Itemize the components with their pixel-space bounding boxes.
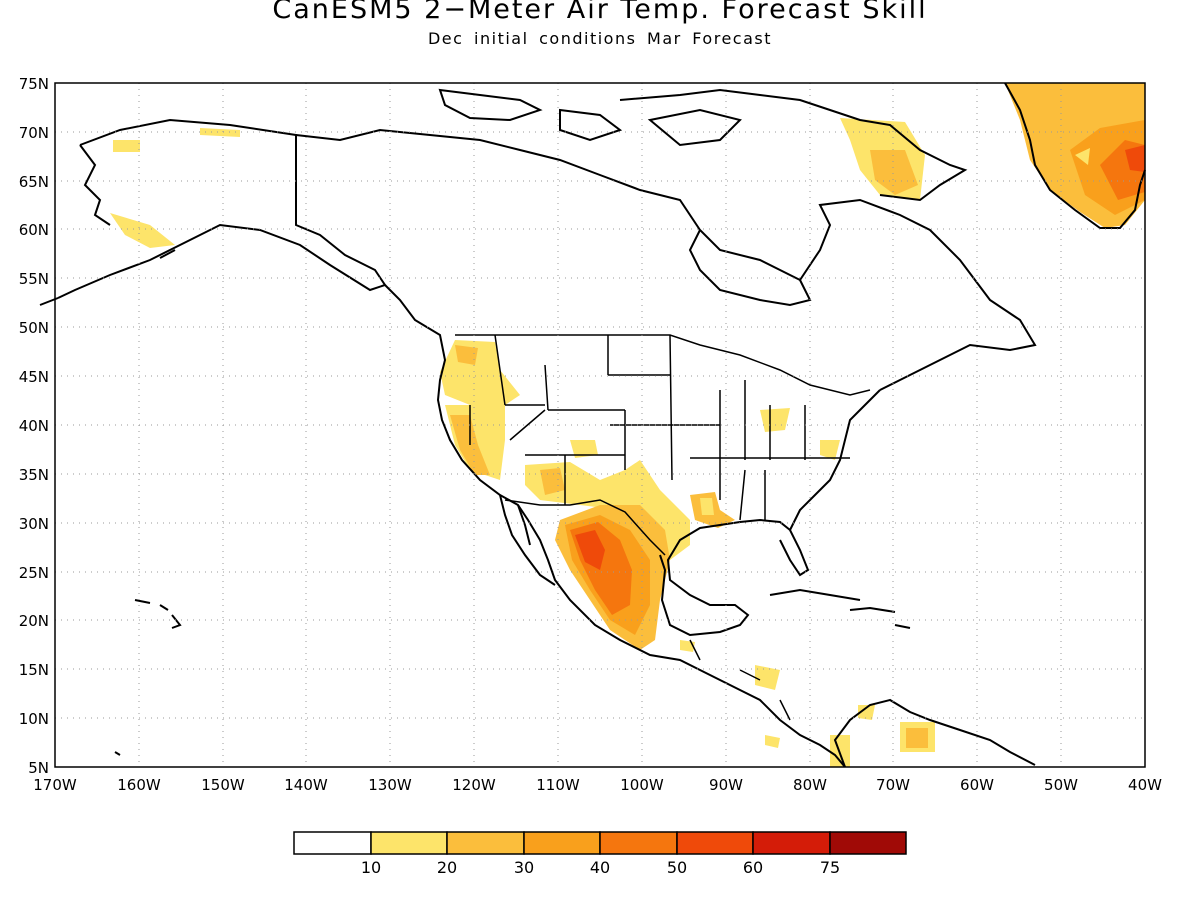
colorbar: 10 20 30 40 50 60 75 (293, 831, 907, 877)
colorbar-swatch-5 (676, 831, 754, 855)
colorbar-label: 75 (820, 858, 840, 877)
colorbar-label: 50 (667, 858, 687, 877)
colorbar-label: 10 (361, 858, 381, 877)
colorbar-swatch-2 (446, 831, 525, 855)
lon-label: 80W (793, 776, 827, 794)
lon-label: 70W (876, 776, 910, 794)
lon-label: 50W (1044, 776, 1078, 794)
lon-label: 150W (201, 776, 245, 794)
chart-subtitle: Dec initial conditions Mar Forecast (427, 29, 772, 48)
graticule (55, 83, 1145, 767)
lat-label: 75N (19, 75, 49, 93)
skill-shading (110, 83, 1145, 767)
lat-label: 65N (19, 173, 49, 191)
lon-label: 170W (33, 776, 77, 794)
map-frame (54, 82, 1146, 768)
lon-label: 40W (1128, 776, 1162, 794)
lat-label: 40N (19, 417, 49, 435)
lat-label: 35N (19, 466, 49, 484)
colorbar-swatch-3 (523, 831, 601, 855)
lon-label: 120W (452, 776, 496, 794)
longitude-labels: 170W 160W 150W 140W 130W 120W 110W 100W … (33, 776, 1162, 794)
lat-label: 60N (19, 221, 49, 239)
lon-label: 110W (536, 776, 580, 794)
colorbar-swatch-6 (752, 831, 831, 855)
latitude-labels: 75N 70N 65N 60N 55N 50N 45N 40N 35N 30N … (19, 75, 49, 777)
colorbar-swatch-1 (370, 831, 448, 855)
lat-label: 50N (19, 319, 49, 337)
lat-label: 15N (19, 661, 49, 679)
lat-label: 55N (19, 270, 49, 288)
chart-title: CanESM5 2−Meter Air Temp. Forecast Skill (272, 0, 928, 25)
colorbar-label: 60 (743, 858, 763, 877)
lat-label: 25N (19, 564, 49, 582)
lat-label: 45N (19, 368, 49, 386)
coastlines (39, 82, 1146, 768)
lon-label: 130W (368, 776, 412, 794)
lon-label: 140W (284, 776, 328, 794)
lat-label: 20N (19, 612, 49, 630)
lon-label: 100W (620, 776, 664, 794)
country-borders (295, 135, 871, 721)
lon-label: 60W (960, 776, 994, 794)
colorbar-label: 30 (514, 858, 534, 877)
lat-label: 30N (19, 515, 49, 533)
lat-label: 10N (19, 710, 49, 728)
lat-label: 70N (19, 124, 49, 142)
lon-label: 160W (117, 776, 161, 794)
colorbar-swatch-4 (599, 831, 678, 855)
colorbar-label: 40 (590, 858, 610, 877)
colorbar-label: 20 (437, 858, 457, 877)
lat-label: 5N (28, 759, 49, 777)
colorbar-swatch-0 (293, 831, 372, 855)
map-background (55, 83, 1145, 767)
colorbar-swatch-7 (829, 831, 907, 855)
lon-label: 90W (709, 776, 743, 794)
